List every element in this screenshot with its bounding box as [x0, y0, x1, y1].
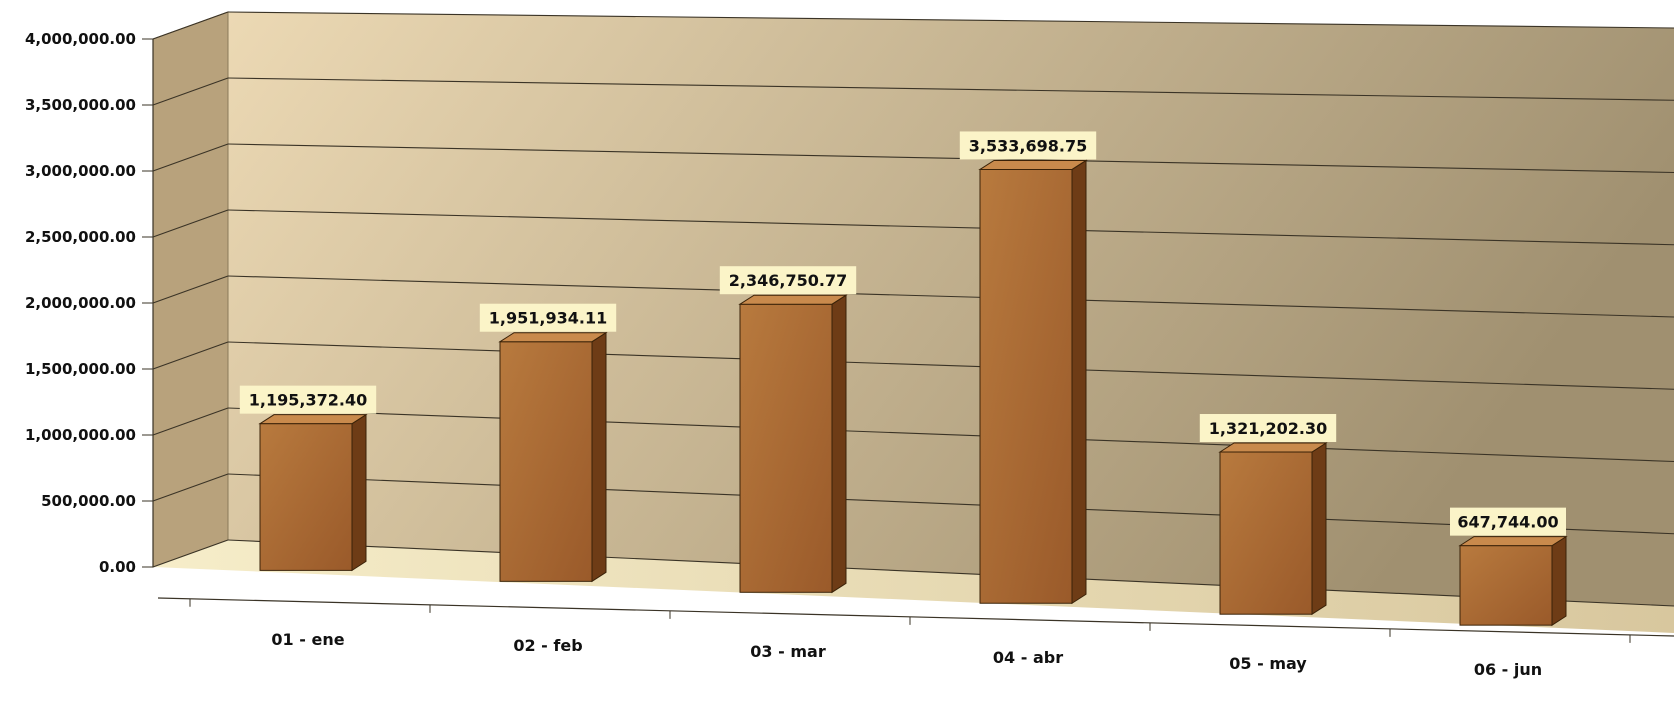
bar-top	[738, 294, 848, 305]
x-tick-label: 06 - jun	[1474, 660, 1542, 679]
data-label: 1,951,934.11	[489, 309, 607, 328]
data-label: 2,346,750.77	[729, 271, 847, 290]
gridline-side	[152, 275, 229, 304]
bar-top	[498, 332, 608, 343]
gridline	[227, 209, 1674, 246]
bar	[978, 159, 1088, 605]
bar-top	[978, 159, 1088, 170]
data-label-box	[959, 131, 1097, 160]
bar-front	[1459, 545, 1553, 626]
bar-side	[591, 331, 607, 583]
data-label-box	[1199, 414, 1337, 443]
gridline-side	[152, 341, 229, 370]
bar	[738, 294, 848, 594]
gridline	[227, 11, 1674, 29]
y-tick-label: 3,500,000.00	[25, 96, 136, 114]
data-label-box	[239, 385, 377, 414]
data-label: 647,744.00	[1457, 513, 1558, 532]
bar-side	[1551, 535, 1567, 627]
gridline-side	[152, 11, 229, 40]
gridline	[227, 275, 1674, 318]
data-label: 1,321,202.30	[1209, 419, 1327, 438]
bar-top	[258, 414, 368, 425]
bar	[258, 413, 368, 572]
bar	[1458, 535, 1568, 627]
x-tick-label: 03 - mar	[750, 642, 826, 661]
gridline	[227, 473, 1674, 535]
bar-side	[1311, 442, 1327, 616]
gridline	[227, 539, 1674, 607]
x-axis-line	[157, 597, 1674, 637]
x-tick-label: 02 - feb	[513, 636, 582, 655]
y-tick-label: 1,500,000.00	[25, 360, 136, 378]
gridline-side	[152, 77, 229, 106]
data-label: 1,195,372.40	[249, 391, 367, 410]
y-tick-label: 2,000,000.00	[25, 294, 136, 312]
data-label: 3,533,698.75	[969, 136, 1087, 155]
gridline	[227, 77, 1674, 101]
bar-front	[259, 423, 353, 571]
bar	[498, 331, 608, 583]
gridline	[227, 407, 1674, 463]
data-label-box	[1450, 507, 1566, 536]
data-label-box	[479, 303, 617, 332]
bar-side	[351, 413, 367, 572]
y-tick-label: 4,000,000.00	[25, 30, 136, 48]
y-tick-label: 500,000.00	[41, 492, 136, 510]
bar-side	[831, 294, 847, 594]
bar-front	[499, 341, 593, 582]
y-tick-label: 3,000,000.00	[25, 162, 136, 180]
gridline-side	[152, 539, 229, 568]
y-tick-label: 0.00	[99, 558, 136, 576]
bar-side	[1071, 159, 1087, 605]
bar	[1218, 442, 1328, 616]
y-tick-label: 1,000,000.00	[25, 426, 136, 444]
bar-front	[739, 303, 833, 593]
bar-front	[979, 168, 1073, 604]
bar-top	[1218, 442, 1328, 453]
data-label-box	[719, 266, 857, 295]
gridline	[227, 341, 1674, 390]
gridline	[227, 143, 1674, 174]
y-tick-label: 2,500,000.00	[25, 228, 136, 246]
gridline-side	[152, 407, 229, 436]
x-tick-label: 01 - ene	[271, 630, 344, 649]
gridline-side	[152, 209, 229, 238]
bar-front	[1219, 451, 1313, 615]
gridline-side	[152, 473, 229, 502]
gridline-side	[152, 143, 229, 172]
bar-top	[1458, 536, 1568, 547]
x-tick-label: 04 - abr	[993, 648, 1063, 667]
x-tick-label: 05 - may	[1229, 654, 1307, 673]
